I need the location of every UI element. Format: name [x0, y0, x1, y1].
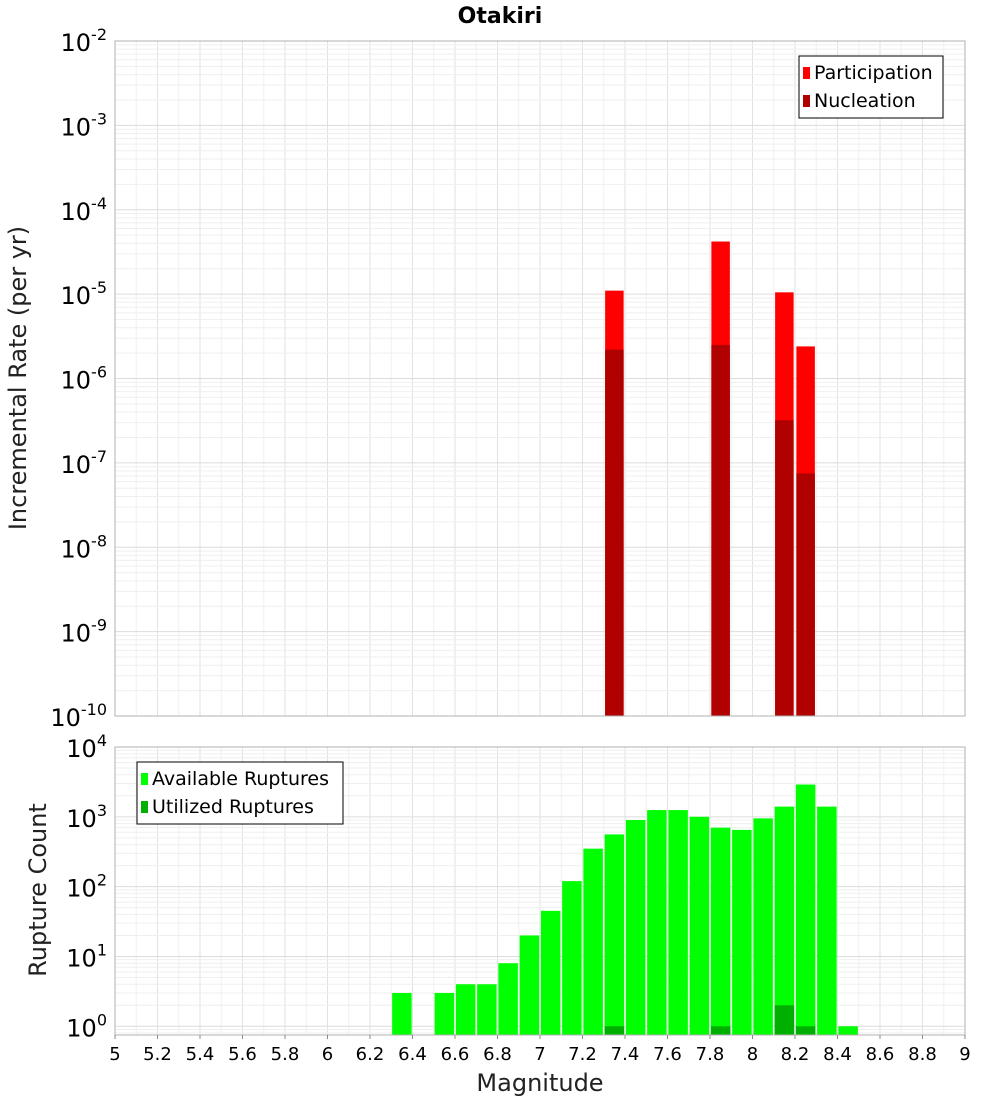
y-tick-label: 10-2: [61, 25, 108, 57]
x-tick-label: 8.2: [781, 1044, 810, 1065]
bar-utilized-ruptures: [795, 1026, 816, 1035]
y-tick-label: 101: [66, 940, 107, 972]
y-tick-label: 10-8: [61, 531, 108, 563]
bar-available-ruptures: [838, 1026, 858, 1035]
bar-utilized-ruptures: [774, 1005, 795, 1035]
legend-label: Nucleation: [814, 90, 916, 112]
bar-available-ruptures: [710, 827, 731, 1035]
legend-label: Participation: [814, 62, 933, 84]
x-tick-label: 9: [959, 1044, 970, 1065]
x-tick-label: 6.8: [483, 1044, 512, 1065]
bar-available-ruptures: [817, 806, 837, 1035]
x-tick-label: 5.6: [228, 1044, 257, 1065]
bar-available-ruptures: [625, 820, 646, 1035]
x-tick-label: 6.2: [356, 1044, 385, 1065]
legend-swatch: [141, 801, 148, 813]
y-tick-label: 100: [66, 1010, 107, 1042]
y-tick-label: 104: [66, 731, 107, 763]
x-tick-label: 7.6: [653, 1044, 682, 1065]
legend-swatch: [803, 67, 810, 79]
bar-utilized-ruptures: [710, 1026, 731, 1035]
bar-available-ruptures: [392, 992, 412, 1035]
y-tick-label: 10-6: [61, 363, 108, 395]
bar-available-ruptures: [689, 816, 710, 1035]
x-tick-label: 5.4: [186, 1044, 215, 1065]
x-axis-label: Magnitude: [476, 1069, 603, 1097]
y-tick-label: 102: [66, 871, 107, 903]
bar-available-ruptures: [604, 834, 625, 1035]
bar-available-ruptures: [795, 784, 816, 1035]
bar-nucleation: [711, 344, 730, 716]
bar-available-ruptures: [498, 963, 518, 1035]
x-tick-label: 5.2: [143, 1044, 172, 1065]
legend-label: Utilized Ruptures: [152, 796, 314, 818]
y-tick-label: 10-10: [50, 700, 107, 732]
x-tick-label: 8: [747, 1044, 758, 1065]
plot-2: 100 101 102 103 104 5 5.2 5.4 5.6 5.8 6 6.2 6.4 6.6 6.…: [66, 731, 970, 1065]
bar-nucleation: [775, 420, 794, 716]
bar-available-ruptures: [732, 829, 752, 1035]
plot-border: [114, 40, 966, 717]
bar-available-ruptures: [519, 935, 540, 1035]
legend-swatch: [141, 773, 148, 785]
bar-available-ruptures: [562, 881, 582, 1035]
legend: Participation Nucleation: [798, 55, 944, 119]
y-tick-label: 10-9: [61, 616, 108, 648]
x-tick-label: 6.4: [398, 1044, 427, 1065]
x-tick-label: 5: [109, 1044, 120, 1065]
x-tick-label: 7.4: [611, 1044, 640, 1065]
top-y-axis-label: Incremental Rate (per yr): [4, 226, 32, 530]
bar-available-ruptures: [753, 818, 773, 1035]
legend: Available Ruptures Utilized Ruptures: [136, 761, 344, 825]
y-tick-label: 103: [66, 801, 107, 833]
x-tick-label: 5.8: [271, 1044, 300, 1065]
x-tick-label: 8.6: [866, 1044, 895, 1065]
bar-available-ruptures: [434, 992, 455, 1035]
bar-available-ruptures: [668, 810, 688, 1035]
legend-box: [136, 761, 344, 825]
bar-utilized-ruptures: [604, 1026, 625, 1035]
plot-1: 10-10 10-9 10-8 10-7 10-6 10-5 10-4 10-3 10-2 Par…: [50, 25, 966, 732]
bar-available-ruptures: [477, 984, 497, 1035]
bar-available-ruptures: [540, 910, 561, 1035]
y-tick-label: 10-7: [61, 447, 108, 479]
y-tick-label: 10-3: [61, 109, 108, 141]
x-tick-label: 6.6: [441, 1044, 470, 1065]
x-tick-label: 7.2: [568, 1044, 597, 1065]
chart-title: Otakiri: [458, 4, 543, 29]
x-tick-label: 7: [534, 1044, 545, 1065]
bar-available-ruptures: [774, 806, 795, 1035]
x-tick-label: 8.4: [823, 1044, 852, 1065]
bar-nucleation: [796, 473, 815, 716]
bar-available-ruptures: [455, 984, 476, 1035]
x-tick-label: 6: [322, 1044, 333, 1065]
legend-swatch: [803, 95, 810, 107]
y-tick-label: 10-4: [61, 194, 108, 226]
legend-box: [798, 55, 944, 119]
x-tick-label: 7.8: [696, 1044, 725, 1065]
bar-nucleation: [605, 349, 624, 716]
bar-available-ruptures: [583, 848, 603, 1035]
bottom-y-axis-label: Rupture Count: [24, 803, 52, 977]
legend-label: Available Ruptures: [152, 768, 329, 790]
bar-available-ruptures: [647, 810, 667, 1035]
y-tick-label: 10-5: [61, 278, 108, 310]
x-tick-label: 8.8: [908, 1044, 937, 1065]
